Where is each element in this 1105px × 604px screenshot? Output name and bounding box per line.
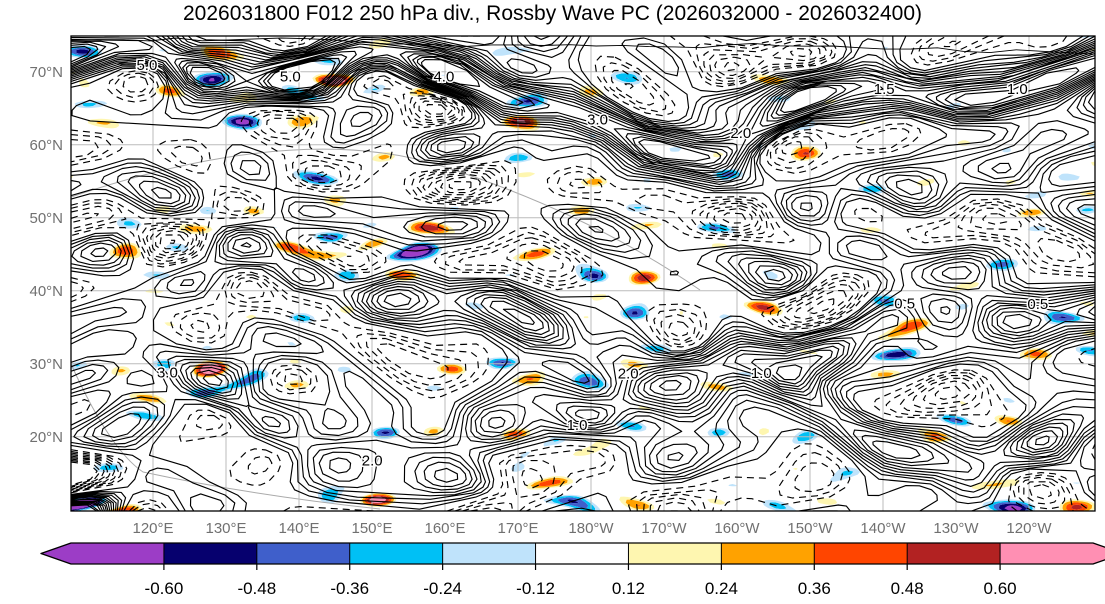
svg-text:120°W: 120°W <box>1006 520 1052 537</box>
svg-text:170°E: 170°E <box>497 520 538 537</box>
svg-text:5.0: 5.0 <box>136 57 157 74</box>
svg-text:1.0: 1.0 <box>1007 81 1028 98</box>
svg-text:1.0: 1.0 <box>567 417 588 434</box>
svg-text:150°E: 150°E <box>351 520 392 537</box>
svg-text:30°N: 30°N <box>29 356 63 373</box>
svg-text:2.0: 2.0 <box>362 452 383 469</box>
svg-text:180°W: 180°W <box>568 520 614 537</box>
svg-text:4.0: 4.0 <box>433 69 454 86</box>
svg-text:2.0: 2.0 <box>730 125 751 142</box>
svg-text:1.0: 1.0 <box>751 365 772 382</box>
svg-text:0.36: 0.36 <box>798 579 831 598</box>
svg-text:0.60: 0.60 <box>984 579 1017 598</box>
svg-text:-0.60: -0.60 <box>145 579 184 598</box>
svg-text:120°E: 120°E <box>132 520 173 537</box>
svg-text:130°E: 130°E <box>205 520 246 537</box>
svg-text:0.48: 0.48 <box>891 579 924 598</box>
svg-text:70°N: 70°N <box>29 64 63 81</box>
svg-text:2.0: 2.0 <box>618 366 639 383</box>
svg-text:160°E: 160°E <box>424 520 465 537</box>
svg-text:20°N: 20°N <box>29 429 63 446</box>
svg-text:3.0: 3.0 <box>587 112 608 129</box>
svg-text:1.5: 1.5 <box>874 81 895 98</box>
svg-text:150°W: 150°W <box>787 520 833 537</box>
svg-text:3.0: 3.0 <box>157 365 178 382</box>
svg-text:50°N: 50°N <box>29 210 63 227</box>
svg-text:5.0: 5.0 <box>280 69 301 86</box>
svg-text:0.12: 0.12 <box>612 579 645 598</box>
svg-text:0.24: 0.24 <box>705 579 738 598</box>
svg-text:-0.24: -0.24 <box>423 579 462 598</box>
svg-text:60°N: 60°N <box>29 137 63 154</box>
svg-text:40°N: 40°N <box>29 283 63 300</box>
svg-text:170°W: 170°W <box>641 520 687 537</box>
svg-text:160°W: 160°W <box>714 520 760 537</box>
svg-text:140°E: 140°E <box>278 520 319 537</box>
svg-text:0.5: 0.5 <box>894 296 915 313</box>
svg-text:0.5: 0.5 <box>1027 296 1048 313</box>
svg-text:130°W: 130°W <box>933 520 979 537</box>
svg-text:-0.12: -0.12 <box>516 579 555 598</box>
svg-text:-0.36: -0.36 <box>330 579 369 598</box>
svg-text:-0.48: -0.48 <box>237 579 276 598</box>
svg-text:140°W: 140°W <box>860 520 906 537</box>
